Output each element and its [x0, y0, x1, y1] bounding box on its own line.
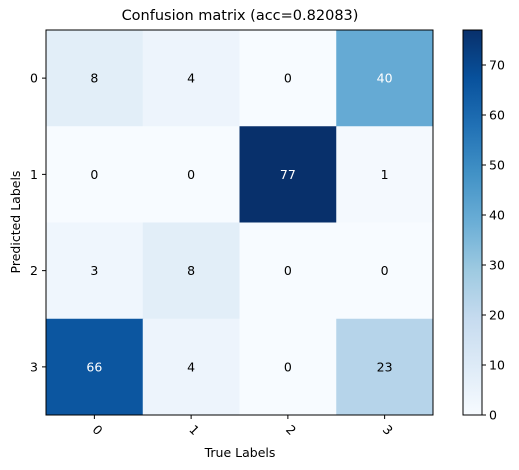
heatmap-cell — [336, 126, 434, 223]
y-tick-label: 3 — [30, 359, 38, 374]
cell-value-label: 66 — [86, 359, 102, 374]
cell-value-label: 0 — [381, 263, 389, 278]
colorbar-tick-label: 10 — [489, 358, 505, 373]
x-axis-label: True Labels — [204, 445, 276, 460]
cell-value-label: 3 — [90, 263, 98, 278]
cell-value-label: 8 — [90, 71, 98, 86]
cell-value-label: 0 — [284, 359, 292, 374]
y-axis-label: Predicted Labels — [8, 171, 23, 274]
heatmap-cell — [46, 126, 144, 223]
colorbar-tick-label: 70 — [489, 58, 505, 73]
cell-value-label: 77 — [280, 167, 296, 182]
colorbar-ticks: 0 10 20 30 40 50 60 70 — [482, 58, 505, 423]
heatmap-cell — [46, 30, 144, 127]
heatmap-cell — [142, 126, 240, 223]
heatmap-cell — [46, 222, 144, 320]
heatmap-cell-labels: 8 4 0 400 0 77 13 8 0 066 4 0 23 — [86, 71, 392, 375]
colorbar-tick-label: 0 — [489, 408, 497, 423]
heatmap-cell — [142, 222, 240, 320]
x-axis-ticks: 0 1 2 3 — [89, 415, 396, 438]
x-tick-label: 0 — [89, 422, 105, 438]
colorbar — [462, 29, 483, 416]
cell-value-label: 40 — [377, 71, 393, 86]
cell-value-label: 4 — [187, 71, 195, 86]
heatmap-cell — [336, 222, 434, 320]
y-axis-ticks: 0 1 2 3 — [30, 71, 46, 374]
cell-value-label: 0 — [284, 71, 292, 86]
y-tick-label: 2 — [30, 263, 38, 278]
cell-value-label: 0 — [284, 263, 292, 278]
colorbar-tick-label: 50 — [489, 158, 505, 173]
colorbar-tick-label: 30 — [489, 258, 505, 273]
heatmap-cell — [239, 126, 337, 223]
x-tick-label: 2 — [283, 422, 299, 438]
heatmap-cell — [239, 30, 337, 127]
cell-value-label: 0 — [187, 167, 195, 182]
heatmap-frame — [45, 29, 434, 416]
colorbar-tick-label: 20 — [489, 308, 505, 323]
heatmap-cell — [239, 222, 337, 320]
chart-title: Confusion matrix (acc=0.82083) — [122, 8, 359, 24]
heatmap-cell — [142, 318, 240, 416]
cell-value-label: 4 — [187, 359, 195, 374]
heatmap-cell — [239, 318, 337, 416]
heatmap-cells — [46, 30, 434, 416]
cell-value-label: 23 — [377, 359, 393, 374]
colorbar-tick-label: 60 — [489, 108, 505, 123]
cell-value-label: 1 — [381, 167, 389, 182]
heatmap-cell — [336, 318, 434, 416]
x-tick-label: 3 — [380, 422, 396, 438]
cell-value-label: 8 — [187, 263, 195, 278]
cell-value-label: 0 — [90, 167, 98, 182]
colorbar-tick-label: 40 — [489, 208, 505, 223]
y-tick-label: 0 — [30, 71, 38, 86]
heatmap-cell — [336, 30, 434, 127]
heatmap-cell — [142, 30, 240, 127]
y-tick-label: 1 — [30, 167, 38, 182]
x-tick-label: 1 — [186, 422, 202, 438]
heatmap-cell — [46, 318, 144, 416]
